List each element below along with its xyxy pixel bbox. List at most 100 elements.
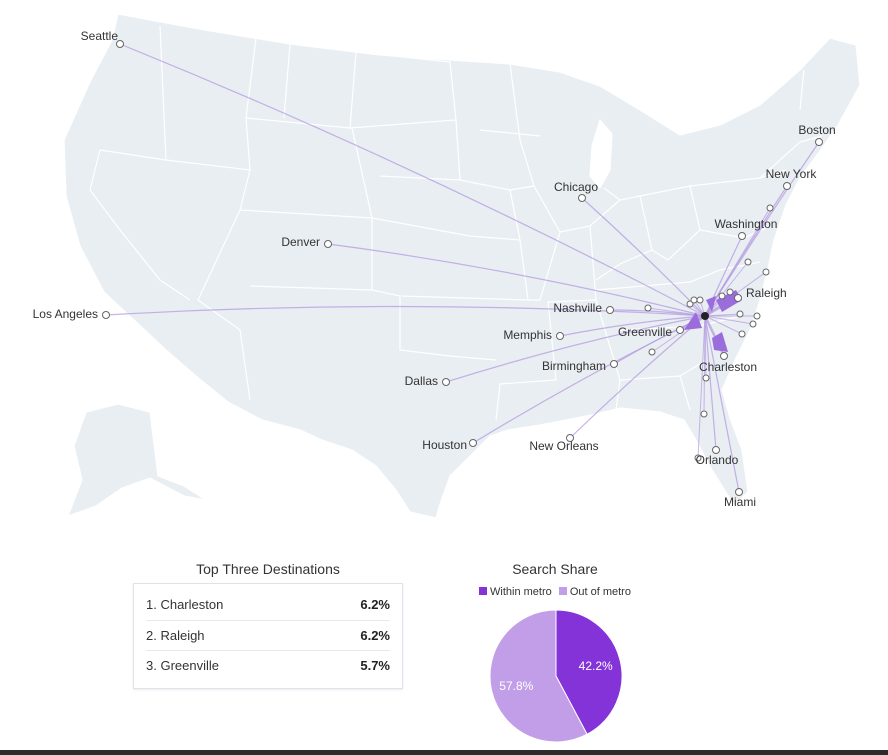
minor-city-dot[interactable] [644,304,652,312]
city-dot[interactable] [102,311,110,319]
destination-row: 2. Raleigh 6.2% [146,620,390,651]
us-landmass [63,13,861,519]
legend-label: Out of metro [569,586,631,598]
minor-city-dot[interactable] [696,296,704,304]
flow-line [569,315,706,439]
city-label: Memphis [503,328,552,342]
minor-city-dot[interactable] [690,296,698,304]
flow-line [472,315,706,444]
city-label: Raleigh [746,286,787,300]
minor-city-dot[interactable] [753,312,761,320]
city-dot[interactable] [566,434,574,442]
city-dot[interactable] [578,194,586,202]
destination-share: 6.2% [360,628,390,643]
minor-destination-dots [644,204,774,462]
city-dot[interactable] [469,439,477,447]
city-dot[interactable] [734,294,742,302]
flow-line [105,305,706,317]
legend-swatch [479,587,488,595]
city-label: Houston [422,438,467,452]
city-dot[interactable] [116,40,124,48]
destination-name: 1. Charleston [146,597,224,612]
city-label: New York [766,167,818,181]
search-share-title: Search Share [512,561,598,577]
city-dot[interactable] [556,332,564,340]
flow-line [697,315,706,459]
city-label: Orlando [696,453,739,467]
city-label: Washington [715,217,778,231]
city-dot[interactable] [738,232,746,240]
pie-slice[interactable] [489,609,588,743]
flow-line [445,315,706,383]
city-dot[interactable] [720,352,728,360]
flow-line [704,235,743,317]
minor-city-dot[interactable] [762,268,770,276]
city-label: Miami [724,495,756,509]
flow-line [559,315,706,337]
minor-city-dot[interactable] [726,288,734,296]
destination-name: 3. Greenville [146,658,219,673]
pie-slice-label: 57.8% [499,679,533,693]
state-borders [89,25,823,421]
minor-city-dot[interactable] [702,374,710,382]
us-states-layer [63,13,861,519]
pie-slice[interactable] [555,609,623,735]
pie-slice-label: 42.2% [579,659,613,673]
city-label: Denver [281,235,320,249]
flow-line [119,43,706,317]
legend-item-within-metro[interactable]: Within metro [479,586,552,598]
search-share-legend: Within metro Out of metro [455,586,655,598]
destination-name: 2. Raleigh [146,628,205,643]
city-markers-layer: Seattle Boston New York Chicago Washington De… [33,29,836,509]
city-dot[interactable] [735,488,743,496]
flow-line [704,315,740,493]
arrow-to-greenville [684,312,702,330]
city-label: Greenville [618,325,672,339]
minor-city-dot[interactable] [738,330,746,338]
city-label: Los Angeles [33,307,98,321]
city-dot[interactable] [815,138,823,146]
minor-city-dot[interactable] [766,204,774,212]
city-dot[interactable] [676,326,684,334]
city-label: Seattle [81,29,119,43]
arrow-to-washington-metro [706,296,716,312]
city-label: New Orleans [529,439,598,453]
city-label: Dallas [405,374,438,388]
city-dot[interactable] [324,240,332,248]
arrow-to-charleston [712,332,728,352]
minor-city-dot[interactable] [694,454,702,462]
city-label: Chicago [554,180,598,194]
destination-share: 6.2% [360,597,390,612]
legend-item-out-of-metro[interactable]: Out of metro [558,586,631,598]
flow-line [327,243,706,317]
city-dot[interactable] [783,182,791,190]
city-dot[interactable] [610,360,618,368]
lake-michigan [589,118,613,190]
minor-city-dot[interactable] [686,300,694,308]
origin-marker [701,312,709,320]
bottom-edge-bar [0,750,888,755]
city-dot[interactable] [606,306,614,314]
city-dot[interactable] [712,446,720,454]
flow-line [703,315,706,415]
destination-row: 3. Greenville 5.7% [146,650,390,681]
minor-city-dot[interactable] [718,292,726,300]
minor-city-dot[interactable] [648,348,656,356]
minor-city-dot[interactable] [736,310,744,318]
alaska-outline [66,403,207,518]
minor-city-dot[interactable] [749,320,757,328]
legend-swatch [558,587,567,595]
city-label: Boston [798,123,835,137]
flow-line [704,207,771,317]
minor-city-dot[interactable] [700,410,708,418]
city-label: Charleston [699,360,757,374]
city-dot[interactable] [442,378,450,386]
search-share-pie: 42.2% 57.8% [489,609,623,743]
top-destinations-card: 1. Charleston 6.2% 2. Raleigh 6.2% 3. Gr… [133,583,403,689]
minor-city-dot[interactable] [744,258,752,266]
destination-share: 5.7% [360,658,390,673]
city-label: Nashville [553,301,602,315]
legend-label: Within metro [490,586,552,598]
top-destinations-title: Top Three Destinations [196,561,340,577]
city-label: Birmingham [542,359,606,373]
